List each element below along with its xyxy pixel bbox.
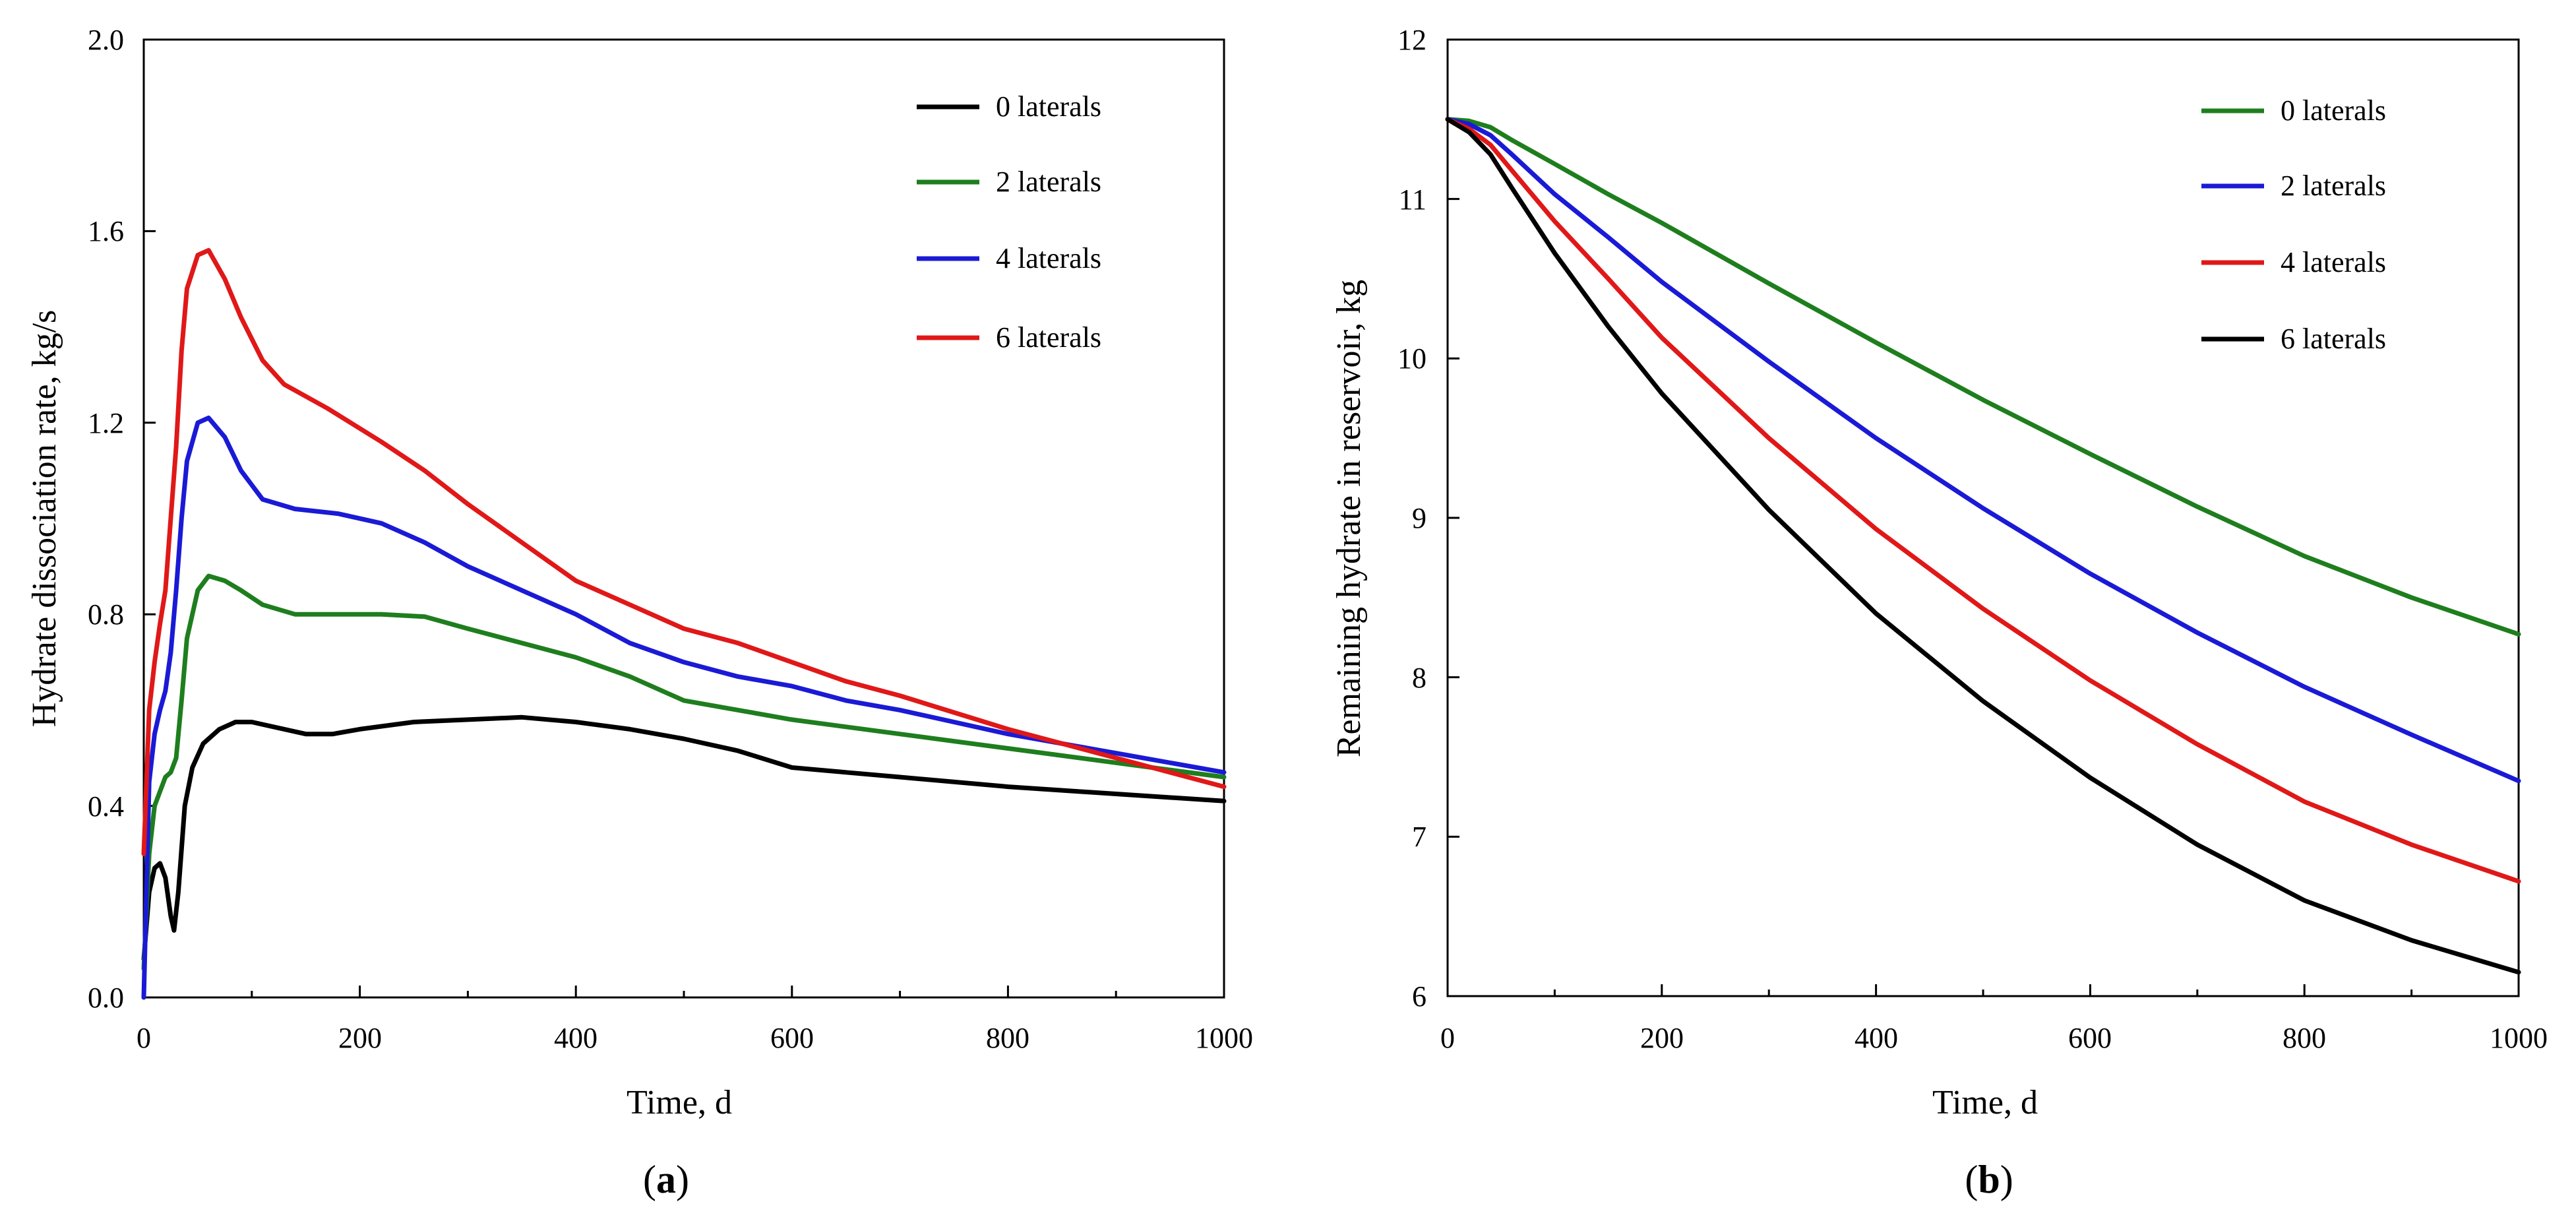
x-tick-label-b-1: 200 bbox=[1640, 1022, 1684, 1054]
legend-label-a-2: 4 laterals bbox=[996, 242, 1101, 274]
series-line-b-0-laterals bbox=[1445, 117, 2521, 637]
x-tick-label-a-0: 0 bbox=[137, 1022, 151, 1054]
y-axis-label-b: Remaining hydrate in reservoir, kg bbox=[1330, 280, 1368, 757]
x-tick-label-b-5: 1000 bbox=[2490, 1022, 2548, 1054]
y-tick-label-a-1: 0.4 bbox=[88, 790, 124, 823]
series-line-a-6-laterals bbox=[141, 247, 1227, 856]
series-line-a-4-laterals bbox=[141, 416, 1227, 1000]
y-tick-label-a-0: 0.0 bbox=[88, 982, 124, 1014]
series-line-b-2-laterals bbox=[1445, 117, 2521, 784]
y-tick-label-b-3: 9 bbox=[1412, 502, 1426, 534]
series-line-b-6-laterals bbox=[1445, 117, 2521, 975]
x-axis-label-a: Time, d bbox=[627, 1084, 732, 1121]
legend-label-a-1: 2 laterals bbox=[996, 166, 1101, 198]
y-tick-label-b-1: 7 bbox=[1412, 821, 1426, 853]
x-tick-label-a-1: 200 bbox=[338, 1022, 382, 1054]
y-tick-marks-b bbox=[1448, 38, 1459, 997]
y-tick-label-b-6: 12 bbox=[1397, 24, 1426, 56]
x-tick-marks-a bbox=[142, 986, 1225, 997]
legend-b: 0 laterals 2 laterals 4 laterals 6 later… bbox=[2201, 94, 2386, 355]
series-line-a-2-laterals bbox=[141, 573, 1227, 971]
y-tick-label-b-4: 10 bbox=[1397, 342, 1426, 375]
panel-b: 6 7 8 9 10 11 12 0 200 400 600 800 1000 … bbox=[1330, 24, 2548, 1201]
legend-label-b-2: 4 laterals bbox=[2281, 246, 2386, 278]
x-tick-label-a-3: 600 bbox=[770, 1022, 814, 1054]
x-tick-label-a-5: 1000 bbox=[1195, 1022, 1253, 1054]
legend-label-a-0: 0 laterals bbox=[996, 90, 1101, 123]
y-tick-label-b-2: 8 bbox=[1412, 662, 1426, 694]
x-tick-label-b-0: 0 bbox=[1440, 1022, 1455, 1054]
y-tick-label-a-5: 2.0 bbox=[88, 24, 124, 56]
y-axis-label-a: Hydrate dissociation rate, kg/s bbox=[26, 310, 63, 728]
caption-a: (a) bbox=[643, 1158, 689, 1201]
legend-label-b-3: 6 laterals bbox=[2281, 323, 2386, 355]
series-line-b-4-laterals bbox=[1445, 117, 2521, 884]
x-tick-label-b-2: 400 bbox=[1855, 1022, 1898, 1054]
y-tick-label-a-4: 1.6 bbox=[88, 215, 124, 247]
legend-label-b-0: 0 laterals bbox=[2281, 94, 2386, 127]
x-axis-label-b: Time, d bbox=[1932, 1084, 2038, 1121]
y-tick-label-b-0: 6 bbox=[1412, 980, 1426, 1013]
x-tick-label-a-2: 400 bbox=[554, 1022, 598, 1054]
series-line-a-0-laterals bbox=[141, 714, 1227, 962]
caption-b: (b) bbox=[1965, 1158, 2013, 1201]
y-tick-label-a-3: 1.2 bbox=[88, 407, 124, 439]
series-group-b bbox=[1445, 117, 2521, 975]
x-tick-label-a-4: 800 bbox=[986, 1022, 1029, 1054]
y-tick-label-b-5: 11 bbox=[1399, 183, 1426, 216]
series-group-a bbox=[141, 247, 1227, 1000]
legend-label-b-1: 2 laterals bbox=[2281, 170, 2386, 202]
y-tick-label-a-2: 0.8 bbox=[88, 598, 124, 631]
x-tick-label-b-3: 600 bbox=[2068, 1022, 2112, 1054]
x-tick-label-b-4: 800 bbox=[2283, 1022, 2326, 1054]
x-tick-marks-b bbox=[1446, 984, 2520, 996]
panel-a: 0.0 0.4 0.8 1.2 1.6 2.0 0 200 400 600 80… bbox=[26, 24, 1253, 1201]
legend-label-a-3: 6 laterals bbox=[996, 321, 1101, 354]
legend-a: 0 laterals 2 laterals 4 laterals 6 later… bbox=[917, 90, 1101, 354]
